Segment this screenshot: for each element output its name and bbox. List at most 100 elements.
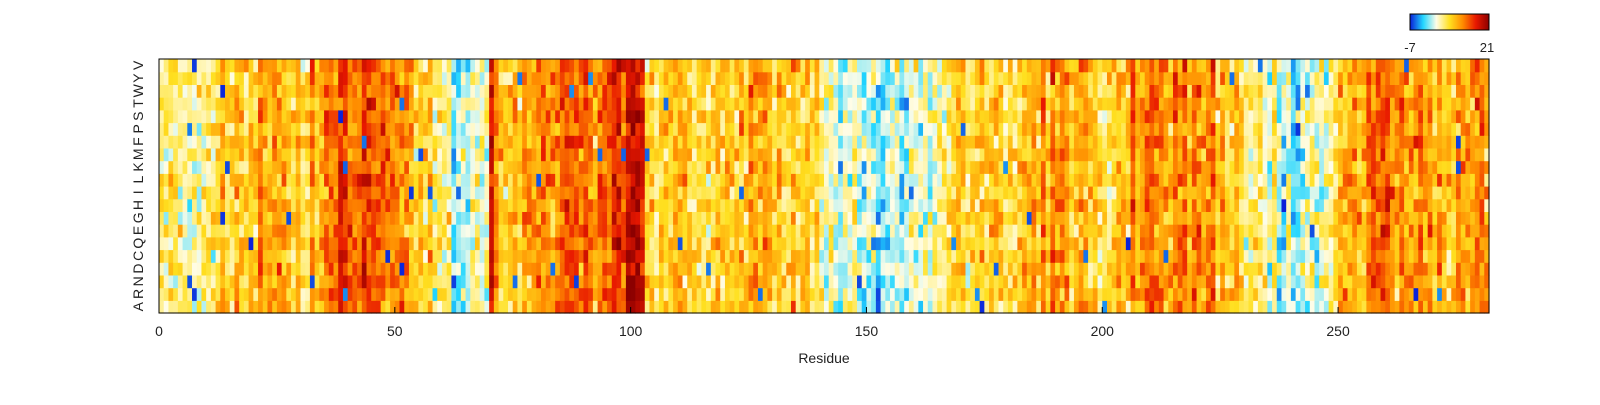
heatmap-cell — [418, 224, 424, 238]
heatmap-cell — [1158, 287, 1165, 301]
heatmap-cell — [875, 59, 882, 73]
heatmap-cell — [781, 300, 787, 314]
heatmap-cell — [1314, 135, 1320, 149]
heatmap-cell — [196, 109, 203, 124]
heatmap-cell — [559, 262, 566, 276]
heatmap-cell — [168, 198, 174, 212]
heatmap-cell — [800, 186, 806, 200]
heatmap-cell — [663, 71, 669, 85]
heatmap-cell — [866, 173, 872, 187]
heatmap-cell — [956, 97, 962, 111]
heatmap-cell — [691, 135, 698, 149]
heatmap-cell — [545, 186, 552, 200]
heatmap-cell — [503, 97, 509, 111]
heatmap-cell — [470, 59, 476, 73]
heatmap-cell — [1031, 300, 1037, 314]
heatmap-cell — [1026, 236, 1033, 251]
heatmap-cell — [956, 160, 962, 174]
heatmap-cell — [479, 109, 486, 124]
heatmap-cell — [201, 186, 207, 200]
heatmap-cell — [611, 122, 618, 136]
heatmap-cell — [753, 236, 759, 251]
heatmap-cell — [781, 274, 787, 289]
heatmap-cell — [437, 97, 443, 111]
heatmap-cell — [1111, 173, 1118, 187]
heatmap-cell — [1073, 135, 1080, 149]
heatmap-cell — [842, 97, 849, 111]
heatmap-cell — [904, 147, 910, 162]
heatmap-cell — [979, 186, 985, 200]
heatmap-cell — [824, 97, 830, 111]
heatmap-cell — [1191, 71, 1198, 85]
heatmap-cell — [1130, 211, 1136, 225]
heatmap-cell — [493, 249, 500, 263]
heatmap-cell — [640, 122, 646, 136]
heatmap-cell — [531, 109, 537, 124]
heatmap-cell — [324, 211, 330, 225]
heatmap-cell — [1257, 287, 1264, 301]
heatmap-cell — [729, 186, 735, 200]
heatmap-cell — [602, 186, 608, 200]
heatmap-cell — [1045, 71, 1051, 85]
heatmap-cell — [550, 84, 556, 98]
heatmap-cell — [555, 160, 561, 174]
heatmap-cell — [522, 109, 528, 124]
heatmap-cell — [267, 160, 273, 174]
heatmap-cell — [833, 224, 839, 238]
heatmap-cell — [352, 160, 358, 174]
heatmap-cell — [366, 300, 372, 314]
heatmap-cell — [177, 173, 184, 187]
heatmap-cell — [786, 198, 792, 212]
heatmap-cell — [399, 287, 405, 301]
heatmap-cell — [1045, 211, 1051, 225]
heatmap-cell — [663, 135, 669, 149]
heatmap-cell — [739, 186, 745, 200]
heatmap-cell — [706, 186, 712, 200]
heatmap-cell — [342, 274, 349, 289]
heatmap-cell — [1135, 287, 1141, 301]
heatmap-cell — [682, 287, 688, 301]
heatmap-cell — [508, 160, 514, 174]
heatmap-cell — [880, 211, 886, 225]
heatmap-cell — [390, 173, 396, 187]
heatmap-cell — [649, 236, 655, 251]
heatmap-cell — [847, 262, 853, 276]
heatmap-cell — [776, 147, 783, 162]
heatmap-cell — [1215, 249, 1221, 263]
heatmap-cell — [1191, 211, 1198, 225]
heatmap-cell — [757, 71, 764, 85]
heatmap-cell — [767, 84, 773, 98]
heatmap-cell — [234, 198, 240, 212]
heatmap-cell — [1267, 274, 1273, 289]
heatmap-cell — [1328, 198, 1334, 212]
heatmap-cell — [1078, 274, 1084, 289]
heatmap-cell — [1083, 160, 1089, 174]
heatmap-cell — [1253, 274, 1259, 289]
heatmap-cell — [168, 186, 174, 200]
heatmap-cell — [668, 300, 674, 314]
heatmap-cell — [215, 122, 221, 136]
heatmap-cell — [1319, 84, 1325, 98]
heatmap-cell — [706, 262, 712, 276]
heatmap-cell — [1036, 84, 1042, 98]
heatmap-cell — [776, 160, 783, 174]
heatmap-cell — [460, 71, 467, 85]
heatmap-cell — [564, 186, 570, 200]
heatmap-cell — [163, 147, 170, 162]
heatmap-cell — [1078, 71, 1084, 85]
heatmap-cell — [1224, 147, 1231, 162]
heatmap-cell — [602, 122, 608, 136]
heatmap-cell — [691, 147, 698, 162]
heatmap-cell — [441, 262, 448, 276]
heatmap-cell — [1201, 147, 1207, 162]
heatmap-cell — [517, 160, 523, 174]
heatmap-cell — [272, 186, 278, 200]
heatmap-cell — [1295, 287, 1301, 301]
heatmap-cell — [885, 287, 891, 301]
heatmap-cell — [366, 186, 372, 200]
heatmap-cell — [295, 122, 302, 136]
heatmap-cell — [673, 97, 679, 111]
heatmap-cell — [649, 274, 655, 289]
heatmap-cell — [1267, 97, 1273, 111]
heatmap-cell — [1319, 300, 1325, 314]
